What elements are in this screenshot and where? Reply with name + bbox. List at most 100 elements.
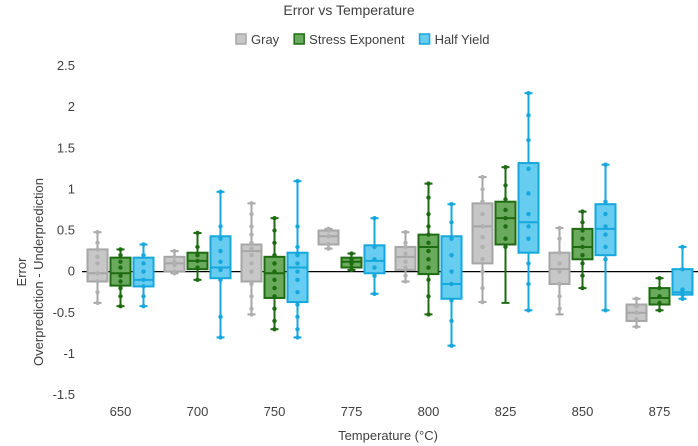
data-point (295, 327, 300, 332)
data-point (295, 335, 300, 340)
data-point (218, 224, 223, 229)
data-point (580, 244, 585, 250)
legend: Gray Stress Exponent Half Yield (235, 32, 489, 47)
data-point (349, 261, 354, 266)
data-point (249, 224, 254, 229)
y-axis-title-line-1: Error (14, 257, 29, 287)
data-point (249, 312, 254, 317)
data-point (349, 251, 354, 256)
data-point (218, 236, 223, 241)
box-iqr (286, 251, 309, 304)
data-point (449, 281, 454, 287)
data-point (118, 294, 123, 299)
x-tick-label: 825 (495, 404, 517, 419)
data-point (480, 269, 485, 274)
data-point (557, 225, 562, 231)
data-point (426, 248, 431, 254)
data-point (426, 312, 431, 317)
box-group-stress-exponent-875 (648, 276, 671, 313)
box-group-stress-exponent-775 (340, 251, 363, 273)
data-point (526, 211, 531, 217)
y-axis-title-line-2: Overprediction - Underprediction (31, 178, 46, 366)
data-point (172, 254, 177, 260)
box-group-stress-exponent-825 (494, 164, 517, 304)
data-point (249, 246, 254, 251)
data-point (403, 244, 408, 250)
data-point (426, 294, 431, 299)
data-point (295, 261, 300, 266)
data-point (580, 220, 585, 225)
data-point (118, 265, 123, 270)
data-point (449, 343, 454, 348)
y-tick-label: -0.5 (53, 305, 75, 320)
data-point (634, 310, 639, 315)
data-point (95, 271, 100, 276)
data-point (449, 318, 454, 324)
data-point (426, 240, 431, 246)
data-point (118, 247, 123, 252)
data-point (295, 269, 300, 274)
plot-area (86, 90, 694, 348)
data-point (680, 292, 685, 297)
data-point (480, 211, 485, 217)
box-group-half-yield-825 (517, 90, 540, 313)
data-point (272, 215, 277, 221)
data-point (480, 257, 485, 262)
data-point (634, 317, 639, 322)
data-point (526, 166, 531, 172)
data-point (480, 244, 485, 250)
data-point (372, 291, 377, 297)
data-point (349, 267, 354, 273)
box-group-stress-exponent-850 (571, 209, 594, 291)
data-point (295, 314, 300, 320)
box-group-gray-775 (317, 226, 340, 251)
data-point (580, 236, 585, 241)
box-group-half-yield-700 (209, 189, 232, 340)
data-point (426, 181, 431, 186)
data-point (680, 296, 685, 301)
data-point (272, 327, 277, 332)
y-tick-label: 2.5 (57, 58, 75, 73)
data-point (118, 259, 123, 264)
data-point (272, 277, 277, 283)
data-point (195, 244, 200, 250)
data-point (326, 228, 331, 233)
data-point (372, 265, 377, 270)
data-point (634, 296, 639, 301)
data-point (372, 273, 377, 278)
data-point (426, 224, 431, 229)
data-point (403, 251, 408, 256)
data-point (95, 240, 100, 246)
data-point (580, 285, 585, 291)
data-point (526, 224, 531, 229)
data-point (272, 261, 277, 266)
data-point (295, 224, 300, 229)
box-group-gray-875 (625, 296, 648, 329)
x-axis-title: Temperature (°C) (338, 428, 438, 443)
data-point (403, 229, 408, 235)
x-tick-label: 875 (649, 404, 671, 419)
data-point (557, 269, 562, 274)
data-point (557, 306, 562, 311)
x-tick-label: 700 (187, 404, 209, 419)
data-point (295, 302, 300, 307)
y-tick-label: 1 (68, 181, 75, 196)
data-point (603, 257, 608, 262)
data-point (503, 207, 508, 213)
y-axis: -1.5 -1 -0.5 0 0.5 1 1.5 2 2.5 (53, 58, 75, 402)
data-point (526, 113, 531, 118)
data-point (95, 300, 100, 306)
x-tick-label: 850 (572, 404, 594, 419)
legend-item-stress-exponent: Stress Exponent (293, 32, 405, 47)
data-point (172, 271, 177, 276)
data-point (172, 248, 177, 254)
data-point (118, 303, 123, 309)
data-point (480, 187, 485, 192)
data-point (95, 261, 100, 266)
data-point (503, 183, 508, 188)
data-point (141, 303, 146, 309)
data-point (95, 254, 100, 260)
x-tick-label: 750 (264, 404, 286, 419)
data-point (680, 287, 685, 292)
data-point (503, 224, 508, 229)
